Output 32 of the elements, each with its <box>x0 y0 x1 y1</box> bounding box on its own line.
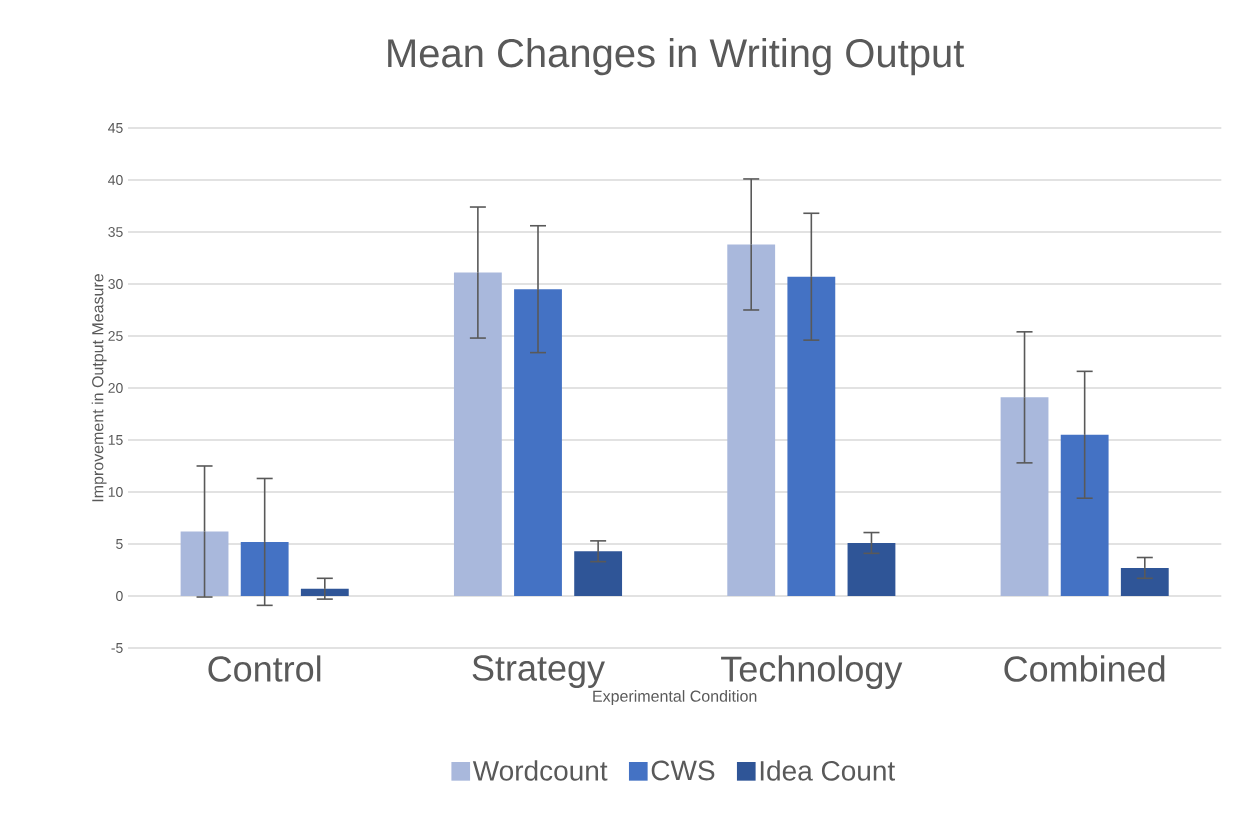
bar <box>514 289 562 596</box>
y-tick-label: 5 <box>116 539 123 549</box>
y-tick-label: 20 <box>108 383 123 393</box>
x-tick-label: Strategy <box>472 655 605 688</box>
bar <box>1000 397 1049 596</box>
x-tick-label: Technology <box>721 655 903 689</box>
bar <box>574 551 623 596</box>
y-tick-label: 10 <box>108 487 123 497</box>
bar <box>727 244 776 596</box>
bar <box>1120 567 1169 596</box>
chart-title: Mean Changes in Writing Output <box>388 38 965 76</box>
y-tick-label: -5 <box>111 643 123 653</box>
y-tick-label: 15 <box>108 435 123 445</box>
y-tick-label: 30 <box>108 279 123 289</box>
y-tick-label: 0 <box>116 591 123 601</box>
y-tick-label: 25 <box>108 331 123 341</box>
bar <box>453 272 502 596</box>
bar <box>240 541 289 596</box>
y-tick-label: 45 <box>108 123 123 133</box>
bar <box>1060 434 1109 596</box>
bar <box>300 588 349 596</box>
y-axis-title: Improvement in Output Measure <box>91 274 107 502</box>
x-tick-label: Combined <box>1004 655 1165 682</box>
legend-label: Wordcount <box>472 760 608 781</box>
y-tick-label: 40 <box>108 175 123 185</box>
bar <box>787 276 836 596</box>
bar <box>847 542 896 596</box>
y-tick-label: 35 <box>108 227 123 237</box>
legend-label: CWS <box>651 760 715 781</box>
x-axis-title: Experimental Condition <box>593 690 757 705</box>
legend-label: Idea Count <box>760 760 895 781</box>
x-tick-label: Control <box>208 655 321 682</box>
